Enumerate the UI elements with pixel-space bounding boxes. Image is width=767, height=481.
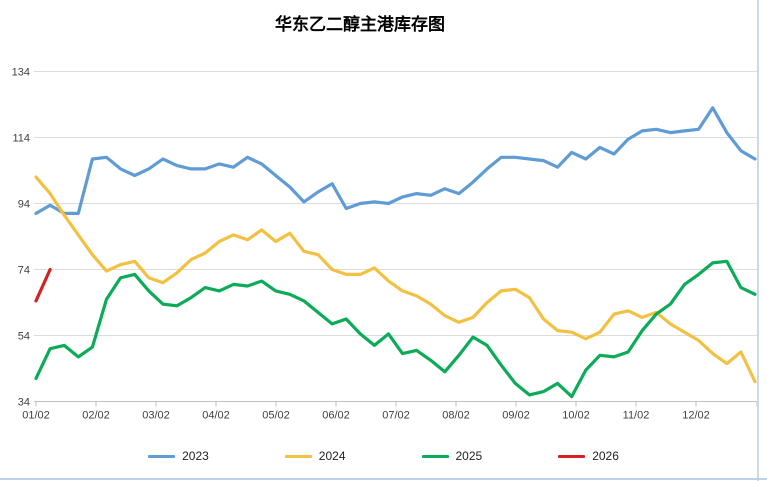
series-line-2023 [34,106,757,215]
legend-item-2025: 2025 [421,449,483,463]
right-border-line [757,0,759,481]
legend-swatch-2026 [558,454,586,458]
series-line-2025 [34,259,757,399]
legend-label-2026: 2026 [592,449,619,463]
legend-label-2025: 2025 [455,449,483,463]
bottom-border-line [0,478,767,480]
legend-item-2023: 2023 [148,449,209,463]
x-tick-label: 02/02 [82,410,110,422]
series-line-2024 [34,175,757,384]
series-line-2026 [34,267,52,303]
legend-item-2024: 2024 [284,449,346,463]
y-tick-label: 94 [18,199,30,211]
x-tick-label: 06/02 [322,410,350,422]
legend-swatch-2024 [284,454,312,458]
x-tick-label: 03/02 [142,410,170,422]
legend-label-2024: 2024 [318,449,346,463]
x-tick-label: 07/02 [382,410,410,422]
y-tick-label: 54 [18,331,30,343]
y-tick-label: 34 [18,397,30,409]
legend-item-2026: 2026 [558,449,619,463]
x-tick-label: 04/02 [202,410,230,422]
x-tick-label: 09/02 [502,410,530,422]
y-tick-label: 134 [12,67,30,79]
y-tick-label: 74 [18,265,30,277]
legend-swatch-2025 [421,454,449,458]
x-tick-label: 12/02 [682,410,710,422]
x-tick-label: 11/02 [623,410,650,422]
chart-legend: 2023 2024 2025 2026 [0,449,767,463]
legend-label-2023: 2023 [182,449,209,463]
x-tick-label: 08/02 [442,410,470,422]
x-tick-label: 10/02 [562,410,590,422]
chart-title: 华东乙二醇主港库存图 [275,15,445,34]
x-tick-label: 05/02 [262,410,290,422]
x-tick-label: 01/02 [22,410,50,422]
legend-swatch-2023 [148,454,176,458]
y-tick-label: 114 [12,133,30,145]
